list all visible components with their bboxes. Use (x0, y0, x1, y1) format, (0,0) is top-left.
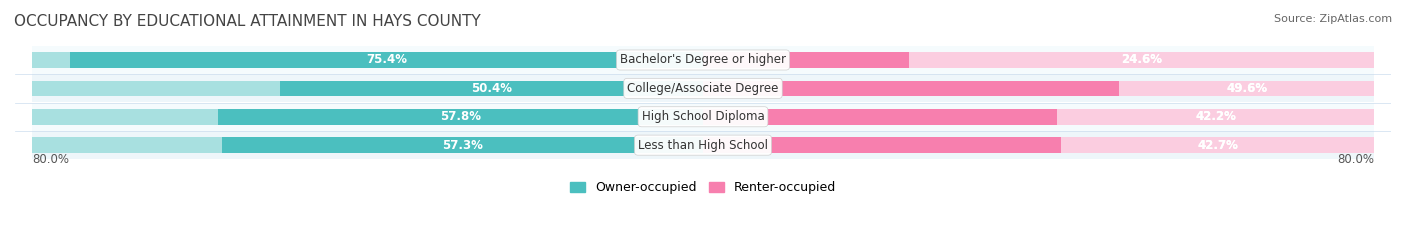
Text: 24.6%: 24.6% (1122, 54, 1163, 66)
Text: 80.0%: 80.0% (32, 153, 69, 166)
Text: 42.2%: 42.2% (1195, 110, 1236, 123)
Text: 75.4%: 75.4% (366, 54, 408, 66)
Text: 57.3%: 57.3% (441, 139, 484, 152)
Text: 42.7%: 42.7% (1198, 139, 1239, 152)
Bar (703, 52, 910, 68)
Bar (32, 137, 703, 153)
Bar (32, 46, 1374, 74)
Text: OCCUPANCY BY EDUCATIONAL ATTAINMENT IN HAYS COUNTY: OCCUPANCY BY EDUCATIONAL ATTAINMENT IN H… (14, 14, 481, 29)
Text: College/Associate Degree: College/Associate Degree (627, 82, 779, 95)
Bar (70, 52, 703, 68)
Bar (218, 109, 703, 125)
Text: 42.7%: 42.7% (1198, 139, 1239, 152)
Legend: Owner-occupied, Renter-occupied: Owner-occupied, Renter-occupied (569, 181, 837, 194)
Text: 50.4%: 50.4% (471, 82, 512, 95)
Text: 24.6%: 24.6% (1122, 54, 1163, 66)
Bar (32, 81, 703, 96)
Bar (703, 81, 1374, 96)
Bar (32, 109, 703, 125)
Text: Bachelor's Degree or higher: Bachelor's Degree or higher (620, 54, 786, 66)
Bar (32, 74, 1374, 103)
Bar (32, 103, 1374, 131)
Bar (703, 137, 1062, 153)
Text: High School Diploma: High School Diploma (641, 110, 765, 123)
Text: 42.2%: 42.2% (1195, 110, 1236, 123)
Bar (703, 137, 1374, 153)
Text: 57.8%: 57.8% (440, 110, 481, 123)
Bar (703, 81, 1119, 96)
Text: 80.0%: 80.0% (1337, 153, 1374, 166)
Bar (32, 131, 1374, 159)
Text: 49.6%: 49.6% (1226, 82, 1267, 95)
Bar (222, 137, 703, 153)
Text: 49.6%: 49.6% (1226, 82, 1267, 95)
Bar (32, 52, 703, 68)
Bar (703, 52, 1374, 68)
Bar (280, 81, 703, 96)
Bar (703, 109, 1374, 125)
Text: Less than High School: Less than High School (638, 139, 768, 152)
Text: Source: ZipAtlas.com: Source: ZipAtlas.com (1274, 14, 1392, 24)
Bar (703, 109, 1057, 125)
